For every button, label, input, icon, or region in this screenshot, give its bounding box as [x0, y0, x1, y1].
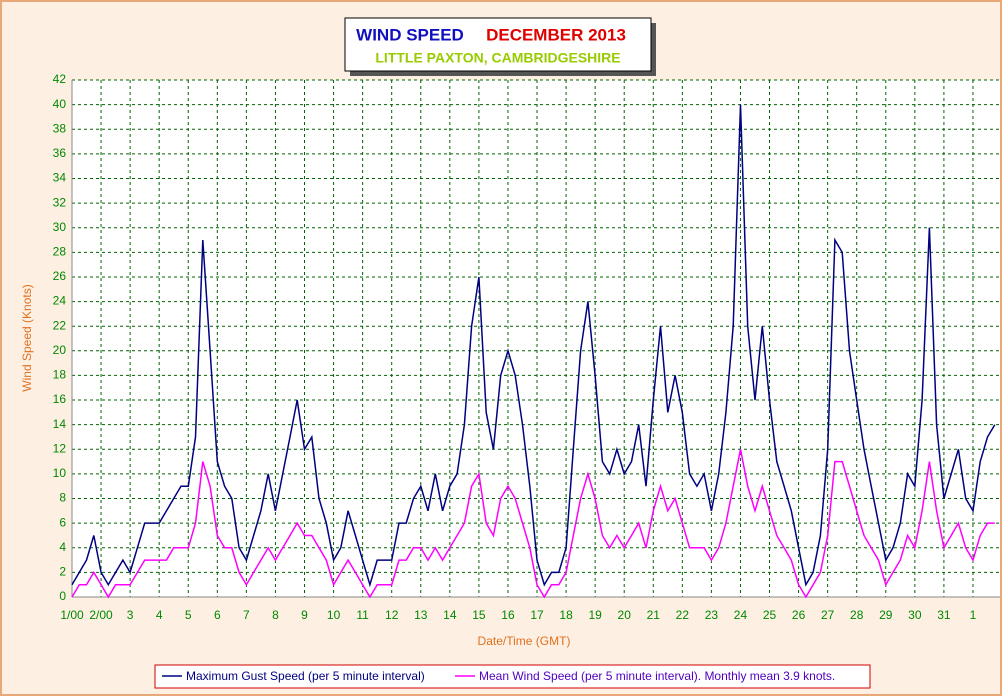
x-tick-label: 26 [792, 608, 806, 622]
y-tick-label: 6 [59, 515, 66, 529]
x-tick-label: 4 [156, 608, 163, 622]
y-tick-label: 20 [53, 343, 67, 357]
y-tick-label: 30 [53, 220, 67, 234]
y-tick-label: 34 [53, 171, 67, 185]
x-tick-label: 9 [301, 608, 308, 622]
y-tick-label: 22 [53, 318, 67, 332]
y-tick-label: 40 [53, 97, 67, 111]
plot-area [72, 80, 1000, 597]
x-tick-label: 2/00 [89, 608, 113, 622]
x-tick-label: 17 [530, 608, 544, 622]
y-tick-label: 26 [53, 269, 67, 283]
x-tick-label: 11 [356, 608, 369, 622]
y-tick-label: 16 [53, 392, 67, 406]
legend-label: Mean Wind Speed (per 5 minute interval).… [479, 669, 835, 683]
legend-box [154, 664, 871, 689]
y-axis-label: Wind Speed (Knots) [20, 284, 34, 391]
x-tick-label: 1/00 [60, 608, 84, 622]
series-line [71, 104, 996, 588]
legend-label: Maximum Gust Speed (per 5 minute interva… [186, 669, 425, 683]
x-tick-label: 20 [618, 608, 632, 622]
x-tick-label: 7 [243, 608, 250, 622]
y-tick-label: 36 [53, 146, 67, 160]
x-tick-label: 19 [588, 608, 602, 622]
y-tick-label: 12 [53, 441, 67, 455]
x-tick-label: 1 [970, 608, 977, 622]
y-tick-label: 18 [53, 368, 67, 382]
x-tick-label: 10 [327, 608, 341, 622]
y-tick-label: 24 [53, 294, 67, 308]
y-tick-label: 38 [53, 121, 67, 135]
legend: Maximum Gust Speed (per 5 minute interva… [162, 669, 835, 683]
x-tick-label: 21 [647, 608, 661, 622]
x-tick-label: 8 [272, 608, 279, 622]
y-tick-label: 2 [59, 565, 66, 579]
x-tick-label: 23 [705, 608, 719, 622]
y-tick-label: 4 [59, 540, 66, 554]
x-axis-label: Date/Time (GMT) [478, 634, 571, 648]
x-tick-label: 27 [821, 608, 835, 622]
y-tick-label: 0 [59, 589, 66, 603]
x-tick-label: 3 [127, 608, 134, 622]
y-tick-label: 8 [59, 491, 66, 505]
y-tick-label: 32 [53, 195, 67, 209]
x-tick-label: 31 [937, 608, 951, 622]
chart-title: WIND SPEED [356, 25, 464, 44]
x-tick-label: 22 [676, 608, 690, 622]
x-tick-label: 30 [908, 608, 922, 622]
x-tick-label: 15 [472, 608, 486, 622]
x-tick-label: 14 [443, 608, 457, 622]
x-tick-label: 5 [185, 608, 192, 622]
x-tick-label: 6 [214, 608, 221, 622]
x-tick-label: 16 [501, 608, 515, 622]
x-tick-label: 29 [879, 608, 893, 622]
x-tick-label: 24 [734, 608, 748, 622]
y-tick-label: 42 [53, 72, 67, 86]
x-tick-label: 18 [559, 608, 573, 622]
x-tick-label: 28 [850, 608, 864, 622]
y-tick-label: 28 [53, 245, 67, 259]
y-tick-label: 10 [53, 466, 67, 480]
chart-title-month: DECEMBER 2013 [486, 25, 626, 44]
x-tick-label: 25 [763, 608, 777, 622]
series-line [71, 449, 995, 599]
chart-subtitle: LITTLE PAXTON, CAMBRIDGESHIRE [375, 50, 620, 66]
y-tick-label: 14 [53, 417, 67, 431]
title-box [344, 17, 652, 72]
x-tick-label: 13 [414, 608, 428, 622]
x-tick-label: 12 [385, 608, 399, 622]
